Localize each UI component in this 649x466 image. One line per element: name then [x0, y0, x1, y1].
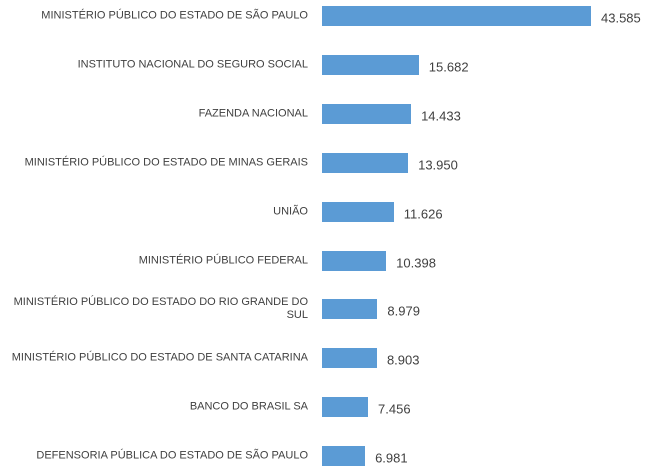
bar	[322, 6, 591, 26]
bar	[322, 250, 387, 271]
value-label: 8.903	[386, 352, 420, 368]
category-label: DEFENSORIA PÚBLICA DO ESTADO DE SÃO PAUL…	[36, 449, 308, 462]
value-label: 14.433	[421, 108, 461, 124]
value-label: 6.981	[375, 450, 408, 466]
category-label: MINISTÉRIO PÚBLICO DO ESTADO DE MINAS GE…	[24, 156, 308, 169]
bar	[322, 54, 419, 75]
value-label: 10.398	[396, 255, 436, 270]
bar	[322, 446, 366, 466]
category-label: BANCO DO BRASIL SA	[189, 400, 308, 413]
bar	[322, 103, 412, 124]
value-label: 15.682	[428, 59, 469, 75]
category-label: FAZENDA NACIONAL	[198, 107, 308, 120]
bar	[322, 201, 394, 222]
value-label: 8.979	[387, 303, 420, 319]
category-label: MINISTÉRIO PÚBLICO FEDERAL	[138, 254, 308, 266]
bar	[322, 152, 409, 173]
bar	[322, 397, 369, 418]
category-label: MINISTÉRIO PÚBLICO DO ESTADO DO RIO GRAN…	[13, 296, 308, 322]
value-label: 43.585	[601, 10, 641, 26]
value-label: 13.950	[418, 157, 458, 173]
value-label: 7.456	[378, 401, 411, 417]
value-label: 11.626	[403, 206, 443, 222]
category-label: INSTITUTO NACIONAL DO SEGURO SOCIAL	[77, 58, 308, 71]
bar	[322, 348, 377, 369]
category-label: UNIÃO	[273, 205, 308, 218]
category-label: MINISTÉRIO PÚBLICO DO ESTADO DE SÃO PAUL…	[41, 9, 308, 22]
category-label: MINISTÉRIO PÚBLICO DO ESTADO DE SANTA CA…	[11, 351, 308, 364]
bar	[322, 299, 378, 320]
